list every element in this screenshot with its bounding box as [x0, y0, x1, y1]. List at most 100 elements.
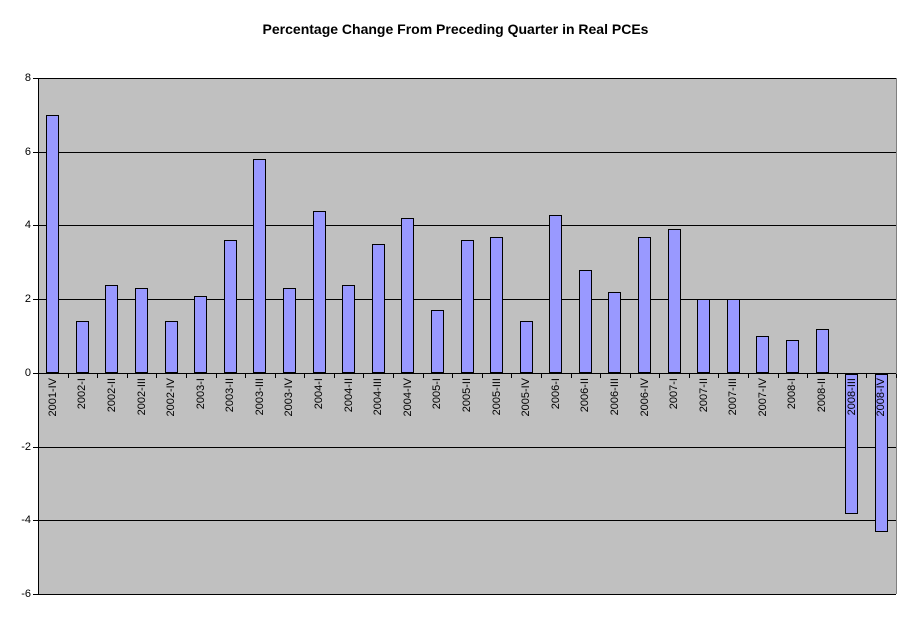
y-axis-tick-mark [33, 225, 38, 226]
y-axis-tick-mark [33, 594, 38, 595]
x-axis-tick-mark [68, 374, 69, 378]
x-axis-tick-mark [807, 374, 808, 378]
gridline [38, 78, 896, 79]
x-axis-label: 2008-III [846, 378, 858, 416]
bar [845, 374, 858, 514]
x-axis-label: 2008-IV [875, 378, 887, 417]
y-axis-tick-mark [33, 520, 38, 521]
x-axis-tick-mark [38, 374, 39, 378]
x-axis-label: 2006-III [609, 378, 621, 416]
bar [638, 237, 651, 373]
x-axis-label: 2005-IV [520, 378, 532, 417]
bar [372, 244, 385, 373]
x-axis-label: 2003-I [195, 378, 207, 410]
x-axis-label: 2006-IV [639, 378, 651, 417]
x-axis-tick-mark [275, 374, 276, 378]
bar [105, 285, 118, 373]
bar [668, 229, 681, 373]
x-axis-label: 2004-IV [402, 378, 414, 417]
x-axis-label: 2002-II [106, 378, 118, 413]
x-axis-label: 2002-IV [165, 378, 177, 417]
x-axis-tick-mark [127, 374, 128, 378]
x-axis-tick-mark [245, 374, 246, 378]
x-axis-label: 2006-II [579, 378, 591, 413]
x-axis-tick-mark [600, 374, 601, 378]
x-axis-tick-mark [452, 374, 453, 378]
bar [283, 288, 296, 373]
x-axis-tick-mark [156, 374, 157, 378]
bar [401, 218, 414, 373]
x-axis-tick-mark [482, 374, 483, 378]
x-axis-label: 2004-III [372, 378, 384, 416]
bar [165, 321, 178, 373]
y-axis-tick-label: 2 [24, 293, 31, 305]
bar [490, 237, 503, 373]
x-axis-tick-mark [304, 374, 305, 378]
x-axis-tick-mark [718, 374, 719, 378]
x-axis-tick-mark [393, 374, 394, 378]
x-axis-label: 2003-III [254, 378, 266, 416]
x-axis-label: 2004-I [313, 378, 325, 410]
x-axis-label: 2003-IV [283, 378, 295, 417]
bar [135, 288, 148, 373]
x-axis-tick-mark [571, 374, 572, 378]
bar [313, 211, 326, 373]
bar [875, 374, 888, 532]
y-axis-tick-mark [33, 152, 38, 153]
bar [579, 270, 592, 373]
bar [461, 240, 474, 373]
y-axis-tick-mark [33, 447, 38, 448]
bar [342, 285, 355, 373]
gridline [38, 594, 896, 595]
y-axis-tick-mark [33, 299, 38, 300]
bar [224, 240, 237, 373]
x-axis-label: 2001-IV [47, 378, 59, 417]
x-axis-label: 2005-II [461, 378, 473, 413]
bar [253, 159, 266, 373]
bar [520, 321, 533, 373]
gridline [38, 225, 896, 226]
bar [727, 299, 740, 373]
x-axis-tick-mark [511, 374, 512, 378]
bar [786, 340, 799, 373]
y-axis-tick-label: -6 [21, 588, 31, 600]
x-axis-label: 2005-III [491, 378, 503, 416]
x-axis-label: 2004-II [343, 378, 355, 413]
x-axis-tick-mark [334, 374, 335, 378]
gridline [38, 152, 896, 153]
bar [431, 310, 444, 373]
x-axis-tick-mark [630, 374, 631, 378]
y-axis-line [38, 78, 39, 595]
y-axis-tick-label: 4 [24, 219, 31, 231]
x-axis-label: 2007-II [698, 378, 710, 413]
y-axis-tick-label: -4 [21, 514, 31, 526]
x-axis-tick-mark [778, 374, 779, 378]
x-axis-label: 2007-III [727, 378, 739, 416]
bar [697, 299, 710, 373]
y-axis-tick-label: 8 [24, 72, 31, 84]
gridline [38, 520, 896, 521]
x-axis-label: 2008-I [786, 378, 798, 410]
gridline [38, 447, 896, 448]
x-axis-tick-mark [896, 374, 897, 378]
x-axis-label: 2006-I [550, 378, 562, 410]
x-axis-label: 2007-I [668, 378, 680, 410]
bar [549, 215, 562, 373]
bar [608, 292, 621, 373]
x-axis-tick-mark [97, 374, 98, 378]
x-axis-tick-mark [689, 374, 690, 378]
y-axis-tick-mark [33, 78, 38, 79]
x-axis-label: 2002-III [136, 378, 148, 416]
x-axis-label: 2005-I [431, 378, 443, 410]
x-axis-tick-mark [216, 374, 217, 378]
x-axis-tick-mark [659, 374, 660, 378]
x-axis-label: 2007-IV [757, 378, 769, 417]
bar [194, 296, 207, 373]
y-axis-tick-mark [33, 373, 38, 374]
x-axis-tick-mark [423, 374, 424, 378]
x-axis-tick-mark [541, 374, 542, 378]
chart-title: Percentage Change From Preceding Quarter… [262, 21, 649, 37]
x-axis-tick-mark [186, 374, 187, 378]
